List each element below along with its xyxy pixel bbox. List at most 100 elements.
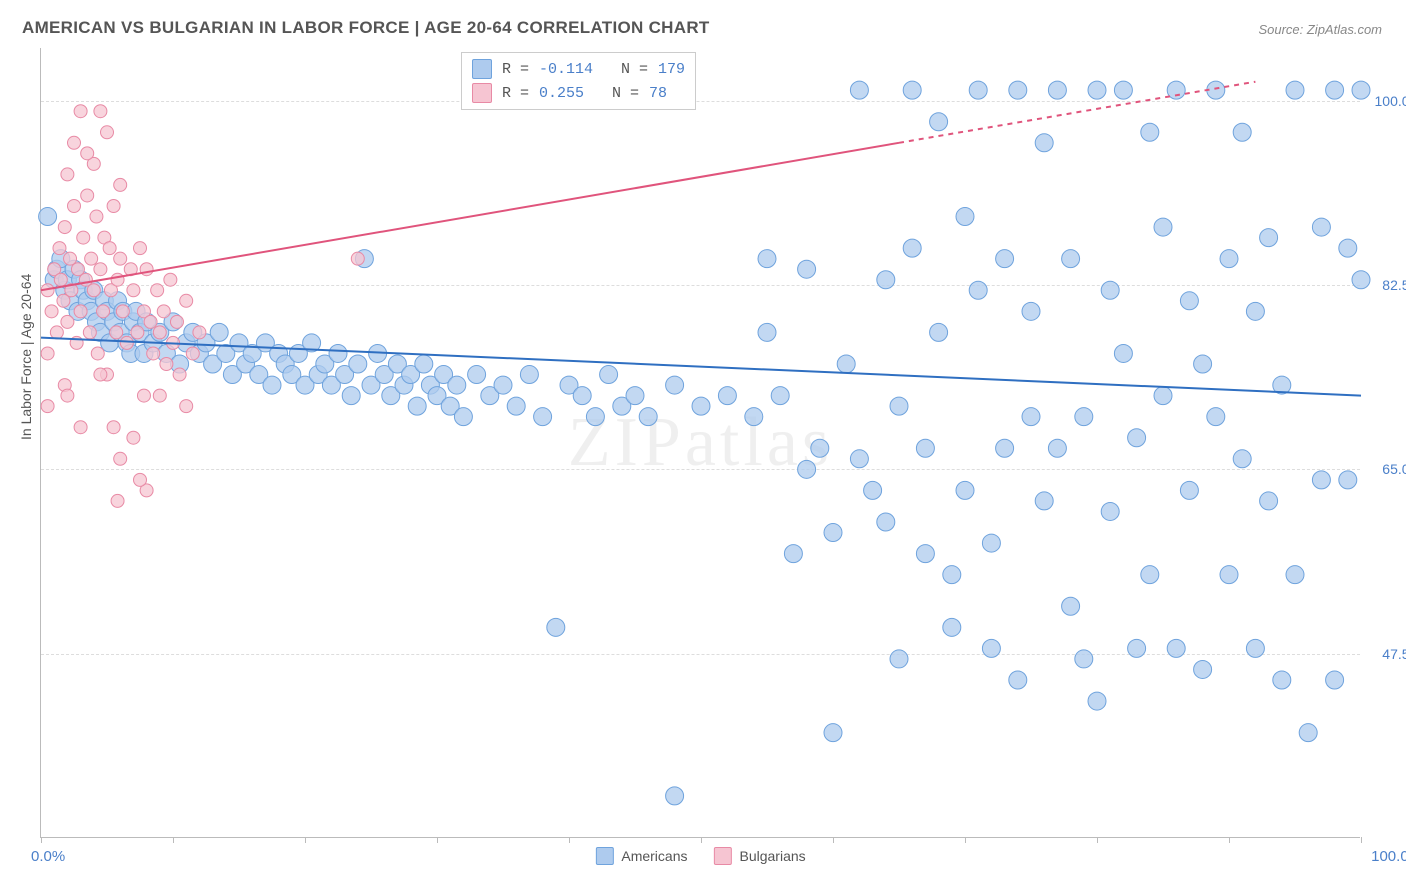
scatter-point: [53, 242, 66, 255]
scatter-point: [1062, 250, 1080, 268]
scatter-point: [1009, 81, 1027, 99]
legend-item-americans: Americans: [595, 847, 687, 865]
scatter-point: [520, 366, 538, 384]
scatter-point: [1326, 671, 1344, 689]
scatter-point: [1220, 566, 1238, 584]
scatter-point: [586, 408, 604, 426]
legend-swatch-icon: [713, 847, 731, 865]
scatter-point: [969, 81, 987, 99]
scatter-point: [74, 305, 87, 318]
scatter-point: [1246, 302, 1264, 320]
scatter-point: [1260, 492, 1278, 510]
correlation-n-label: N =: [603, 61, 648, 78]
scatter-point: [996, 439, 1014, 457]
scatter-svg: [41, 48, 1360, 837]
correlation-r-value: -0.114: [539, 61, 593, 78]
x-tick: [1361, 837, 1362, 843]
scatter-point: [83, 326, 96, 339]
x-tick: [173, 837, 174, 843]
y-tick-label: 47.5%: [1382, 646, 1406, 662]
scatter-point: [758, 323, 776, 341]
scatter-point: [956, 481, 974, 499]
trend-line-dashed: [899, 82, 1255, 143]
x-tick: [41, 837, 42, 843]
scatter-point: [1299, 724, 1317, 742]
scatter-point: [54, 273, 67, 286]
x-tick: [833, 837, 834, 843]
scatter-point: [850, 450, 868, 468]
scatter-point: [1233, 123, 1251, 141]
scatter-point: [1009, 671, 1027, 689]
scatter-point: [798, 460, 816, 478]
y-axis-label: In Labor Force | Age 20-64: [18, 274, 34, 440]
scatter-point: [468, 366, 486, 384]
scatter-point: [943, 566, 961, 584]
scatter-point: [164, 273, 177, 286]
scatter-point: [1233, 450, 1251, 468]
scatter-point: [626, 387, 644, 405]
scatter-point: [1141, 566, 1159, 584]
scatter-point: [1114, 81, 1132, 99]
scatter-point: [45, 305, 58, 318]
scatter-point: [1273, 671, 1291, 689]
scatter-point: [718, 387, 736, 405]
scatter-point: [1088, 81, 1106, 99]
scatter-point: [186, 347, 199, 360]
legend-swatch-icon: [595, 847, 613, 865]
scatter-point: [1048, 81, 1066, 99]
scatter-point: [916, 545, 934, 563]
scatter-point: [573, 387, 591, 405]
scatter-point: [1022, 408, 1040, 426]
scatter-point: [114, 178, 127, 191]
scatter-point: [1286, 566, 1304, 584]
scatter-point: [193, 326, 206, 339]
scatter-point: [180, 400, 193, 413]
scatter-point: [114, 452, 127, 465]
scatter-point: [600, 366, 618, 384]
scatter-point: [982, 639, 1000, 657]
scatter-point: [134, 473, 147, 486]
scatter-point: [1101, 281, 1119, 299]
x-tick: [569, 837, 570, 843]
scatter-point: [956, 208, 974, 226]
chart-title: AMERICAN VS BULGARIAN IN LABOR FORCE | A…: [22, 18, 710, 38]
scatter-point: [41, 400, 54, 413]
legend-label: Americans: [621, 848, 687, 864]
x-axis-min-label: 0.0%: [31, 848, 65, 865]
scatter-point: [68, 200, 81, 213]
scatter-point: [94, 263, 107, 276]
x-tick: [437, 837, 438, 843]
scatter-point: [144, 315, 157, 328]
scatter-point: [1154, 218, 1172, 236]
scatter-point: [1312, 218, 1330, 236]
scatter-point: [1339, 471, 1357, 489]
legend-swatch-icon: [472, 59, 492, 79]
scatter-point: [116, 305, 129, 318]
scatter-point: [103, 242, 116, 255]
scatter-point: [97, 305, 110, 318]
scatter-point: [494, 376, 512, 394]
scatter-point: [1154, 387, 1172, 405]
scatter-point: [890, 397, 908, 415]
scatter-point: [1075, 650, 1093, 668]
legend-bottom: Americans Bulgarians: [595, 847, 805, 865]
scatter-point: [798, 260, 816, 278]
scatter-point: [74, 105, 87, 118]
x-axis-max-label: 100.0%: [1371, 848, 1406, 865]
scatter-point: [1352, 271, 1370, 289]
scatter-point: [94, 105, 107, 118]
correlation-r-label: R =: [502, 85, 529, 102]
scatter-point: [1022, 302, 1040, 320]
scatter-point: [507, 397, 525, 415]
scatter-point: [153, 326, 166, 339]
scatter-point: [77, 231, 90, 244]
scatter-point: [61, 168, 74, 181]
scatter-point: [1180, 292, 1198, 310]
scatter-point: [745, 408, 763, 426]
y-tick-label: 100.0%: [1375, 93, 1406, 109]
x-tick: [701, 837, 702, 843]
scatter-point: [1194, 355, 1212, 373]
correlation-row-bulgarians: R = 0.255 N = 78: [472, 81, 685, 105]
scatter-point: [1075, 408, 1093, 426]
scatter-point: [448, 376, 466, 394]
